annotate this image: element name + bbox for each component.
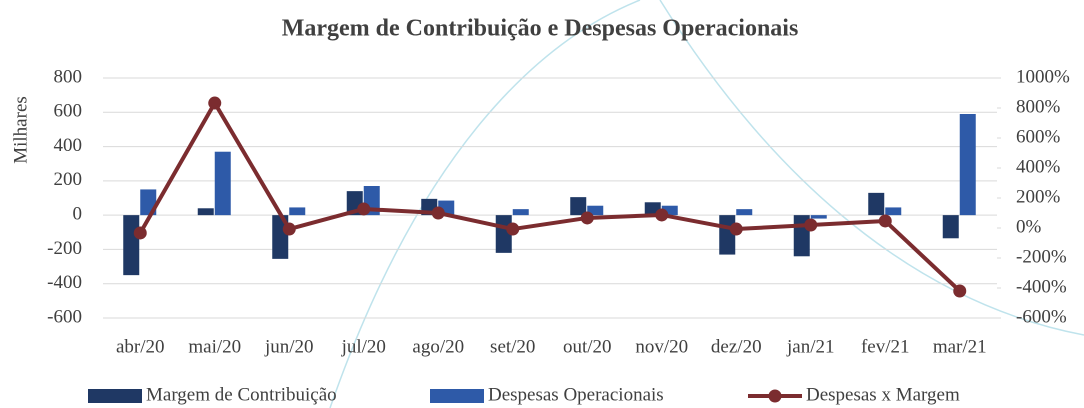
y2-tick-label: 200% bbox=[1016, 186, 1061, 207]
x-tick-label: ago/20 bbox=[412, 336, 464, 357]
line-marker bbox=[357, 202, 371, 216]
decoration bbox=[329, 0, 641, 408]
bar bbox=[570, 197, 587, 216]
bar bbox=[719, 215, 736, 255]
bar bbox=[942, 215, 959, 239]
legend-swatch bbox=[88, 389, 142, 403]
y2-tick-label: 0% bbox=[1016, 216, 1042, 237]
y2-tick-label: -400% bbox=[1016, 276, 1067, 297]
bar bbox=[197, 208, 214, 216]
bar bbox=[214, 151, 231, 216]
y-tick-label: -200 bbox=[47, 238, 82, 259]
line-marker bbox=[729, 222, 743, 236]
x-tick-label: dez/20 bbox=[711, 336, 762, 357]
y-tick-label: -400 bbox=[47, 272, 82, 293]
x-tick-label: set/20 bbox=[490, 336, 535, 357]
bar bbox=[959, 114, 976, 216]
chart-title: Margem de Contribuição e Despesas Operac… bbox=[282, 16, 799, 42]
bar bbox=[661, 205, 678, 216]
bar bbox=[512, 209, 529, 216]
y-tick-label: 200 bbox=[54, 169, 83, 190]
y-tick-label: 600 bbox=[54, 101, 83, 122]
line-marker bbox=[878, 214, 892, 228]
y2-tick-label: -600% bbox=[1016, 306, 1067, 327]
x-tick-label: mar/21 bbox=[933, 336, 987, 357]
y2-tick-label: -200% bbox=[1016, 246, 1067, 267]
bar bbox=[289, 207, 306, 216]
bar bbox=[123, 215, 140, 276]
x-tick-label: jul/20 bbox=[341, 336, 386, 357]
legend-label: Despesas x Margem bbox=[806, 384, 960, 405]
line-marker bbox=[282, 222, 296, 236]
legend-swatch bbox=[430, 389, 484, 403]
x-tick-label: out/20 bbox=[563, 336, 612, 357]
bar bbox=[810, 215, 827, 219]
line-marker bbox=[580, 211, 594, 225]
line-marker bbox=[133, 226, 147, 240]
legend-label: Margem de Contribuição bbox=[146, 384, 337, 405]
decoration bbox=[659, 0, 1084, 336]
legend-swatch bbox=[768, 389, 782, 403]
bar bbox=[868, 192, 885, 216]
y2-tick-label: 800% bbox=[1016, 96, 1061, 117]
y-tick-label: 800 bbox=[54, 66, 83, 87]
x-tick-label: abr/20 bbox=[116, 336, 165, 357]
x-tick-label: mai/20 bbox=[188, 336, 241, 357]
line-marker bbox=[655, 208, 669, 222]
x-tick-label: fev/21 bbox=[861, 336, 910, 357]
y-tick-label: 400 bbox=[54, 135, 83, 156]
line-marker bbox=[431, 206, 445, 220]
y-axis-label: Milhares bbox=[10, 96, 31, 164]
y2-tick-label: 1000% bbox=[1016, 66, 1070, 87]
y-tick-label: -600 bbox=[47, 306, 82, 327]
y2-tick-label: 400% bbox=[1016, 156, 1061, 177]
x-tick-label: jan/21 bbox=[786, 336, 835, 357]
line-marker bbox=[804, 218, 818, 232]
line-marker bbox=[208, 96, 222, 110]
x-tick-label: jun/20 bbox=[264, 336, 314, 357]
y-tick-label: 0 bbox=[73, 204, 83, 225]
bar bbox=[587, 205, 604, 216]
x-tick-label: nov/20 bbox=[635, 336, 688, 357]
line bbox=[138, 101, 962, 293]
line-marker bbox=[506, 222, 520, 236]
bar bbox=[736, 209, 753, 216]
y2-tick-label: 600% bbox=[1016, 126, 1061, 147]
bar bbox=[885, 207, 902, 216]
legend-label: Despesas Operacionais bbox=[488, 384, 664, 405]
line-marker bbox=[953, 284, 967, 298]
